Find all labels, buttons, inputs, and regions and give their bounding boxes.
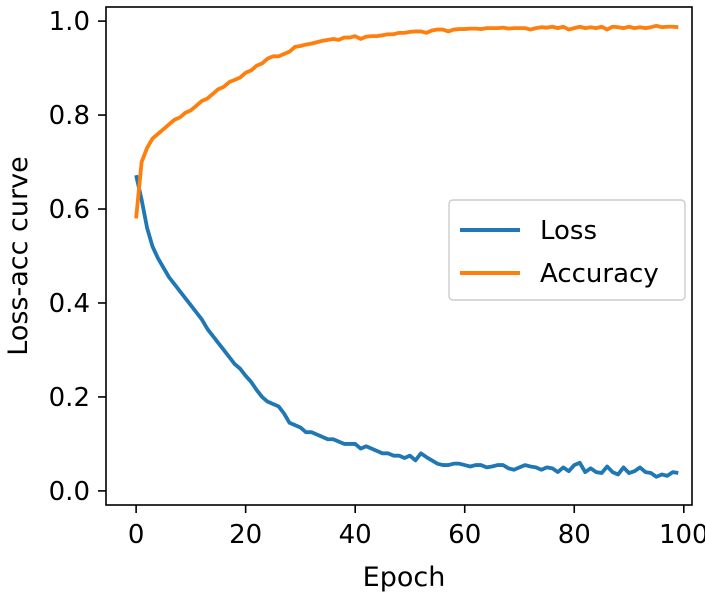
x-tick-label: 20 xyxy=(229,520,262,550)
x-tick-label: 60 xyxy=(448,520,481,550)
y-tick-label: 1.0 xyxy=(49,7,90,37)
x-axis-label: Epoch xyxy=(363,562,446,593)
y-tick-label: 0.0 xyxy=(49,477,90,507)
series-line-accuracy xyxy=(134,23,679,219)
y-axis-ticks: 0.0 0.2 0.4 0.6 0.8 1.0 xyxy=(49,7,106,507)
x-axis-ticks: 0 20 40 60 80 100 xyxy=(128,505,705,550)
y-tick-label: 0.2 xyxy=(49,383,90,413)
x-tick-label: 40 xyxy=(339,520,372,550)
y-tick-label: 0.8 xyxy=(49,101,90,131)
x-tick-label: 80 xyxy=(558,520,591,550)
x-tick-label: 0 xyxy=(128,520,145,550)
y-axis-label: Loss-acc curve xyxy=(3,156,34,355)
legend-accuracy-label: Accuracy xyxy=(540,259,659,289)
series-layer xyxy=(134,23,679,479)
y-tick-label: 0.4 xyxy=(49,289,90,319)
legend: Loss Accuracy xyxy=(448,199,686,301)
legend-loss-label: Loss xyxy=(540,216,597,246)
y-tick-label: 0.6 xyxy=(49,195,90,225)
x-tick-label: 100 xyxy=(659,520,705,550)
series-line-loss xyxy=(134,174,679,479)
